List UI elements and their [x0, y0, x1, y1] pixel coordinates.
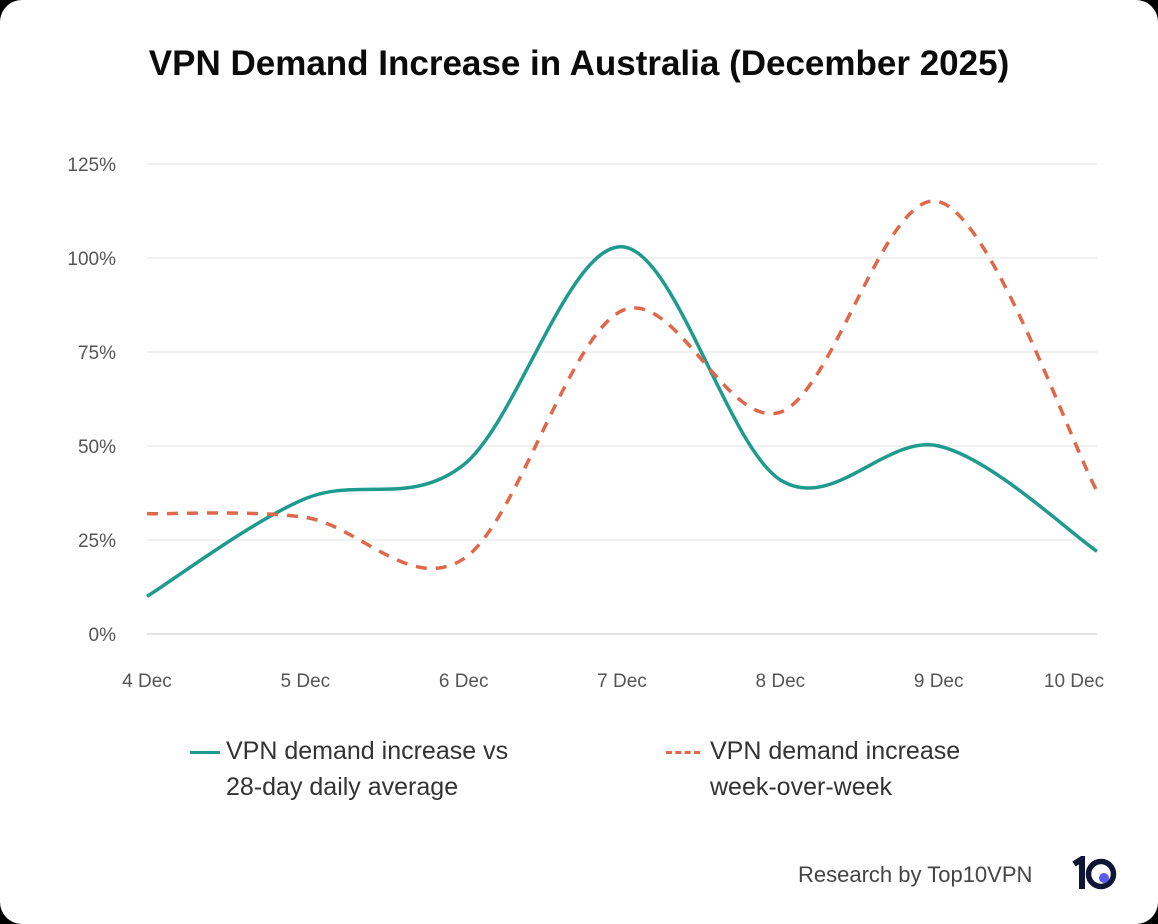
legend-swatch-solid — [190, 751, 220, 754]
legend-label-line: VPN demand increase — [710, 737, 961, 765]
x-tick-label: 9 Dec — [914, 671, 964, 692]
legend-label-line: week-over-week — [710, 773, 893, 801]
series-line-week-over-week — [146, 199, 1099, 571]
y-tick-label: 0% — [89, 625, 117, 646]
x-tick-label: 4 Dec — [122, 671, 172, 692]
legend-item-28-day: VPN demand increase vs 28-day daily aver… — [190, 733, 509, 805]
top10vpn-logo — [1072, 856, 1117, 890]
legend-label-line: VPN demand increase vs — [226, 737, 509, 765]
y-tick-label: 100% — [67, 249, 116, 270]
chart-title: VPN Demand Increase in Australia (Decemb… — [148, 44, 1010, 83]
y-tick-label: 50% — [78, 437, 116, 458]
x-tick-label: 5 Dec — [281, 671, 331, 692]
legend-swatch-dashed — [666, 751, 700, 754]
y-tick-label: 125% — [67, 155, 116, 176]
legend-label-line: 28-day daily average — [226, 773, 459, 801]
series-line-28-day-average — [146, 244, 1098, 598]
x-tick-label: 10 Dec — [1044, 671, 1104, 692]
x-tick-label: 6 Dec — [439, 671, 489, 692]
legend-item-week-over-week: VPN demand increase week-over-week — [666, 733, 961, 805]
x-tick-label: 8 Dec — [756, 671, 806, 692]
y-tick-label: 25% — [78, 531, 116, 552]
y-tick-label: 75% — [78, 343, 116, 364]
credit-text: Research by Top10VPN — [798, 862, 1033, 887]
x-tick-label: 7 Dec — [597, 671, 647, 692]
